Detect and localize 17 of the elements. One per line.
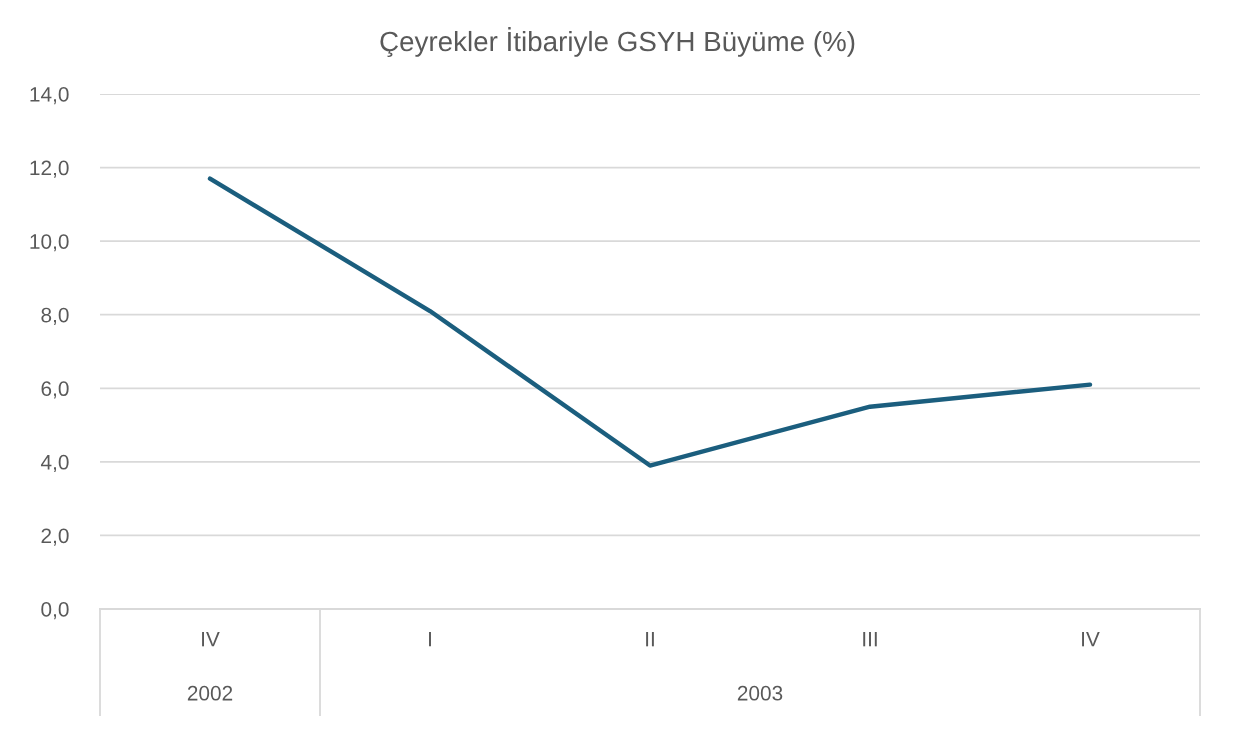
y-tick-label: 10,0 bbox=[30, 234, 69, 252]
y-tick-label: 0,0 bbox=[41, 602, 69, 620]
y-tick-label: 2,0 bbox=[41, 528, 69, 546]
text: 2003 bbox=[737, 685, 783, 701]
y-tick-label: 14,0 bbox=[30, 87, 69, 105]
y-tick-label: 6,0 bbox=[41, 381, 69, 399]
chart-title: Çeyrekler İtibariyle GSYH Büyüme (%) bbox=[380, 27, 855, 57]
x-tick-label: III bbox=[863, 631, 877, 647]
line-series bbox=[207, 176, 1093, 468]
y-tick-label: 4,0 bbox=[40, 454, 69, 473]
x-tick-label: I bbox=[429, 631, 431, 647]
x-tick-label: IV bbox=[202, 631, 220, 647]
x-tick-label: II bbox=[646, 631, 654, 647]
text: 2002 bbox=[187, 685, 233, 701]
y-tick-label: 12,0 bbox=[30, 160, 69, 178]
y-tick-label: 8,0 bbox=[41, 307, 69, 325]
x-tick-label: IV bbox=[1082, 631, 1100, 647]
